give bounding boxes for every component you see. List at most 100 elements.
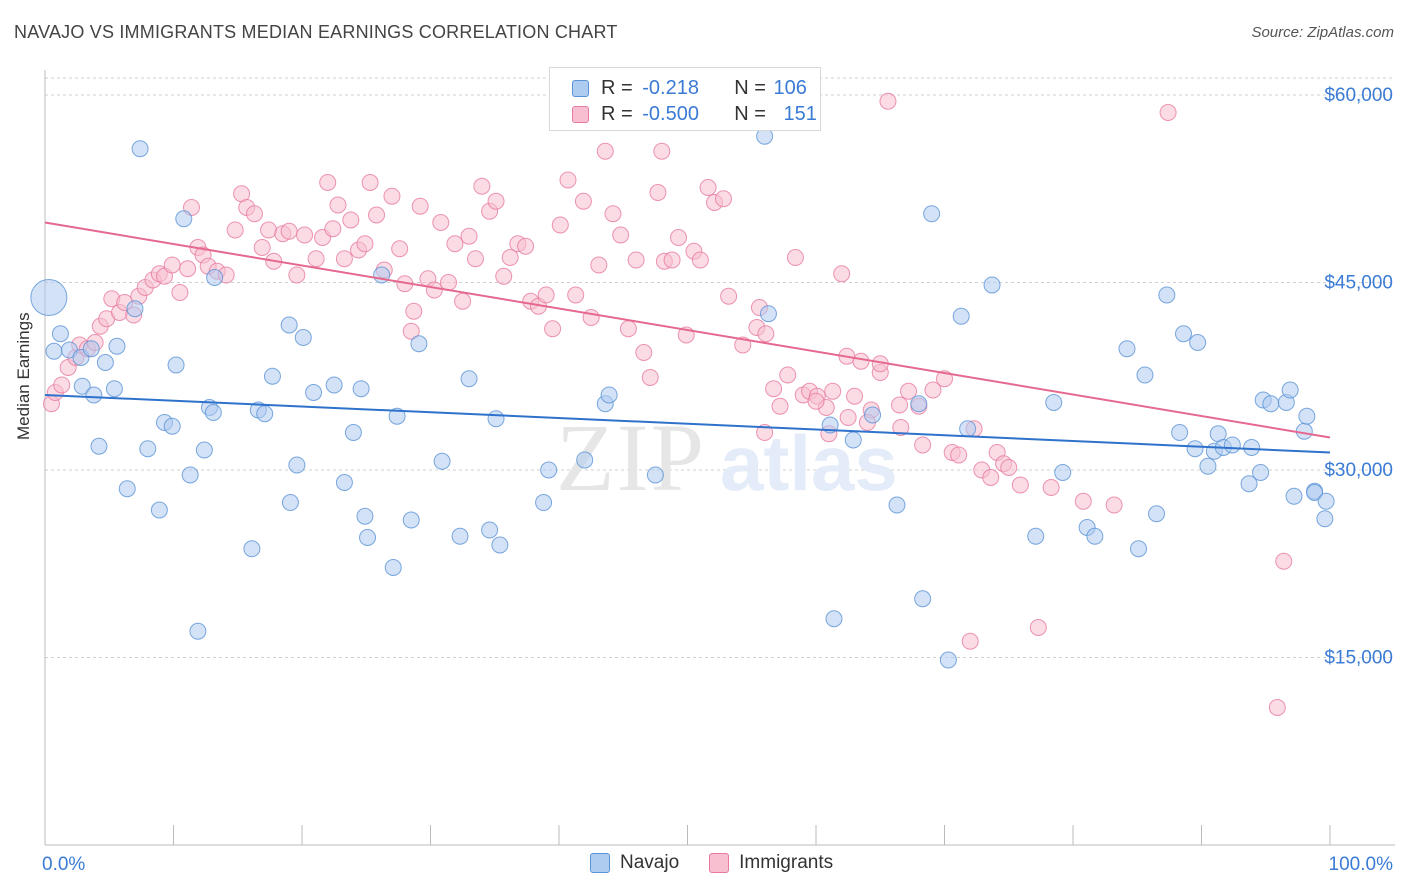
navajo-point: [189, 622, 207, 640]
navajo-point: [90, 437, 108, 455]
gridlines: [45, 77, 1395, 658]
immigrants-point: [356, 235, 374, 253]
immigrants-point: [936, 370, 953, 388]
legend-item-immigrants[interactable]: Immigrants: [709, 852, 833, 874]
chart-title: NAVAJO VS IMMIGRANTS MEDIAN EARNINGS COR…: [14, 22, 618, 42]
immigrants-point: [961, 632, 979, 650]
navajo-point: [85, 386, 103, 404]
immigrants-point: [501, 249, 519, 266]
navajo-point: [759, 305, 777, 323]
immigrants-point: [892, 419, 910, 436]
immigrants-point: [544, 320, 562, 338]
navajo-point: [1186, 440, 1204, 458]
immigrants-point: [734, 336, 752, 354]
navajo-point: [910, 395, 928, 413]
immigrants-point: [537, 286, 555, 304]
navajo-point: [1316, 510, 1334, 528]
navajo-point: [163, 417, 181, 435]
immigrants-point: [280, 222, 298, 240]
navajo-point: [1045, 394, 1063, 411]
immigrants-point: [596, 142, 614, 160]
navajo-point: [1306, 484, 1324, 501]
navajo-point: [30, 279, 68, 316]
navajo-point: [243, 540, 261, 558]
immigrants-point: [779, 366, 797, 384]
navajo-point: [359, 529, 377, 546]
immigrants-point: [383, 187, 401, 205]
navajo-point: [288, 456, 306, 474]
navajo-point: [1158, 286, 1176, 304]
immigrants-point: [824, 382, 842, 400]
navajo-point: [1262, 395, 1280, 413]
y-axis-label: Median Earnings: [14, 312, 33, 440]
immigrants-point: [852, 352, 870, 370]
r-label: R =: [601, 102, 639, 125]
navajo-point: [1252, 464, 1270, 481]
legend-label-navajo: Navajo: [620, 852, 680, 873]
navajo-point: [914, 590, 932, 608]
legend-item-navajo[interactable]: Navajo: [590, 852, 679, 874]
n-label: N =: [734, 76, 772, 99]
immigrants-point: [260, 221, 278, 239]
navajo-point: [263, 367, 281, 385]
navajo-point: [888, 496, 906, 514]
immigrants-swatch: [709, 853, 730, 873]
navajo-point: [923, 205, 941, 223]
navajo-point: [1298, 407, 1316, 425]
r-label: R =: [601, 76, 639, 99]
navajo-point: [1054, 464, 1072, 481]
immigrants-point: [670, 229, 688, 246]
immigrants-point: [171, 284, 189, 301]
immigrants-point: [914, 436, 932, 454]
immigrants-point: [649, 184, 667, 201]
navajo-point: [1243, 439, 1261, 456]
immigrants-point: [335, 250, 353, 268]
y-tick-label: $30,000: [1324, 460, 1393, 481]
immigrants-point: [487, 192, 505, 210]
navajo-point: [356, 507, 374, 525]
immigrants-point: [950, 446, 968, 464]
navajo-point: [451, 527, 469, 545]
navajo-point: [150, 501, 168, 519]
legend-label-immigrants: Immigrants: [739, 852, 834, 873]
navajo-point: [481, 521, 499, 539]
y-tick-label: $60,000: [1324, 85, 1393, 106]
navajo-point: [535, 494, 553, 511]
navajo-point: [1118, 340, 1136, 358]
immigrants-point: [551, 216, 569, 234]
navajo-point: [1086, 527, 1104, 545]
immigrants-point: [163, 256, 181, 274]
navajo-point: [181, 466, 199, 484]
navajo-point: [1223, 436, 1241, 454]
immigrants-point: [756, 424, 774, 441]
immigrants-point: [307, 250, 325, 268]
immigrants-point: [405, 302, 423, 320]
navajo-point: [325, 376, 343, 394]
navajo-point: [344, 424, 362, 441]
navajo-swatch: [590, 853, 610, 873]
navajo-point: [82, 340, 100, 358]
immigrants-point: [253, 239, 271, 256]
navajo-point: [1317, 492, 1335, 510]
immigrants-point: [619, 320, 637, 338]
navajo-point: [139, 440, 157, 458]
immigrants-point: [495, 267, 513, 285]
immigrants-point: [454, 292, 472, 310]
immigrants-point: [1029, 619, 1047, 636]
immigrants-point: [627, 251, 645, 269]
immigrants-point: [653, 142, 671, 160]
navajo-point: [1136, 366, 1154, 384]
navajo-point: [131, 140, 149, 158]
navajo-point: [1027, 527, 1045, 545]
navajo-point: [388, 407, 406, 425]
x-tick-label: 0.0%: [42, 854, 85, 875]
navajo-point: [280, 316, 298, 334]
n-value: 106: [773, 76, 807, 99]
immigrants-point: [1042, 479, 1060, 496]
navajo-point: [646, 466, 664, 484]
navajo-point: [281, 494, 299, 511]
tick-labels: $15,000 $30,000 $45,000 $60,000 0.0% 100.0%: [42, 85, 1393, 875]
navajo-point: [73, 377, 91, 395]
r-value: -0.500: [642, 102, 699, 125]
